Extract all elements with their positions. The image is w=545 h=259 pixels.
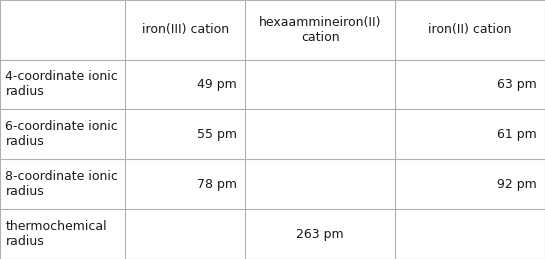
Text: 63 pm: 63 pm	[497, 78, 537, 91]
Text: 6-coordinate ionic
radius: 6-coordinate ionic radius	[5, 120, 118, 148]
Text: 49 pm: 49 pm	[197, 78, 237, 91]
Text: thermochemical
radius: thermochemical radius	[5, 220, 107, 248]
Text: iron(II) cation: iron(II) cation	[428, 23, 512, 36]
Text: 4-coordinate ionic
radius: 4-coordinate ionic radius	[5, 70, 118, 98]
Text: hexaammineiron(II)
cation: hexaammineiron(II) cation	[259, 16, 382, 44]
Text: iron(III) cation: iron(III) cation	[142, 23, 229, 36]
Text: 61 pm: 61 pm	[497, 128, 537, 141]
Text: 78 pm: 78 pm	[197, 178, 237, 191]
Text: 92 pm: 92 pm	[497, 178, 537, 191]
Text: 55 pm: 55 pm	[197, 128, 237, 141]
Text: 263 pm: 263 pm	[296, 228, 344, 241]
Text: 8-coordinate ionic
radius: 8-coordinate ionic radius	[5, 170, 118, 198]
